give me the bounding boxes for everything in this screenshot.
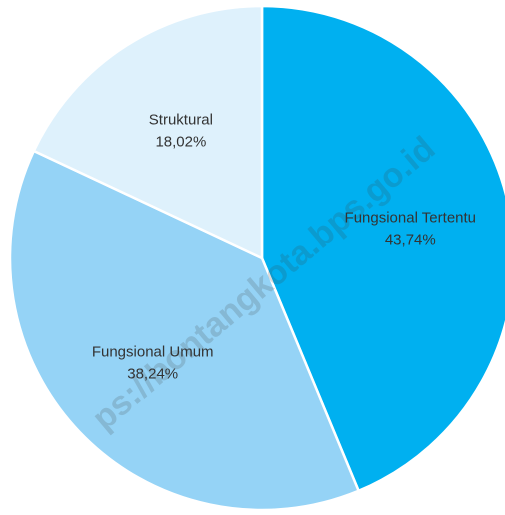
slice-label: Fungsional Umum [92,343,214,360]
slice-label: Struktural [149,111,213,128]
slice-label: Fungsional Tertentu [345,209,476,226]
pie-slice [8,149,361,512]
labels: Fungsional Tertentu 43,74% Fungsional Umum… [92,111,476,382]
slices [8,4,505,512]
pie-slice [32,4,264,260]
value-label: 43,74% [385,231,436,248]
pie-slice [260,4,505,493]
value-label: 38,24% [127,365,178,382]
value-label: 18,02% [155,133,206,150]
